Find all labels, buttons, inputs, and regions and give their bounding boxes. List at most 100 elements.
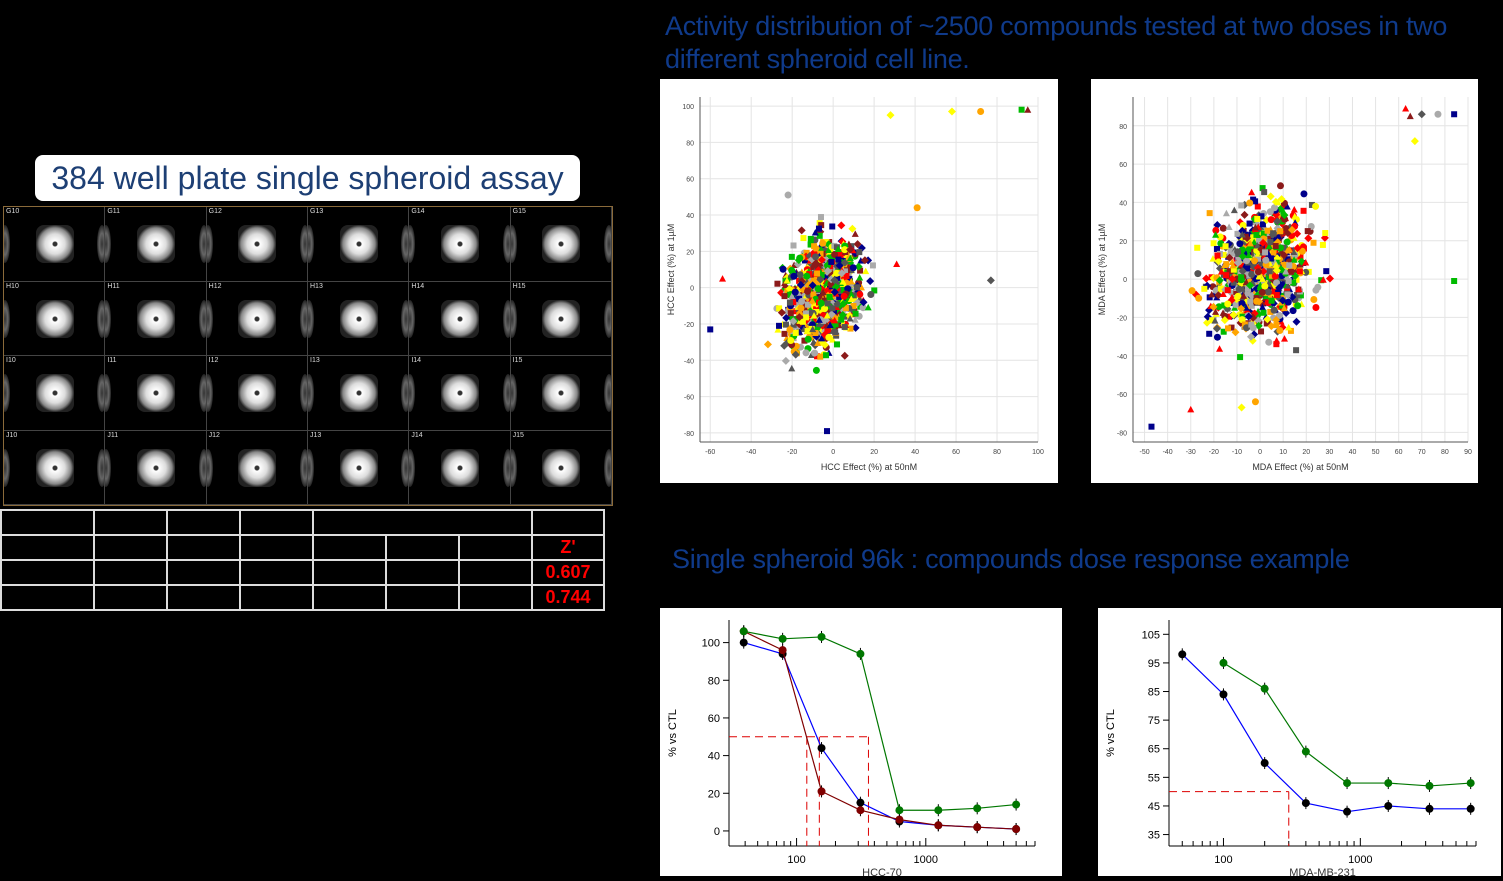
well: G12 [206, 207, 308, 282]
svg-text:1000: 1000 [914, 854, 938, 866]
svg-text:80: 80 [1441, 449, 1449, 456]
svg-text:% vs CTL: % vs CTL [667, 709, 679, 757]
svg-text:50: 50 [1372, 449, 1380, 456]
well: G11 [105, 207, 207, 282]
z-prime-value: 0.607 [531, 559, 605, 586]
svg-text:MDA Effect (%) at 1µM: MDA Effect (%) at 1µM [1097, 224, 1107, 316]
svg-text:0: 0 [1258, 449, 1262, 456]
svg-text:20: 20 [708, 788, 720, 800]
svg-text:35: 35 [1148, 830, 1160, 842]
well-label: G10 [6, 208, 20, 215]
svg-text:20: 20 [1119, 239, 1127, 246]
svg-text:40: 40 [708, 751, 720, 763]
hcc-scatter-chart: -60 -40 -20 0 20 40 60 80 100 -80 -60 -40 -20 0 20 40 60… [660, 79, 1058, 483]
svg-text:0: 0 [1123, 277, 1127, 284]
svg-text:MDA Effect (%) at 50nM: MDA Effect (%) at 50nM [1252, 462, 1348, 472]
svg-text:1000: 1000 [1348, 854, 1372, 866]
well-label: H11 [107, 282, 120, 290]
svg-text:40: 40 [1119, 200, 1127, 207]
svg-text:60: 60 [1395, 449, 1403, 456]
svg-text:-40: -40 [1117, 354, 1127, 361]
svg-text:80: 80 [686, 140, 694, 147]
svg-text:-60: -60 [684, 395, 694, 402]
svg-text:30: 30 [1325, 449, 1333, 456]
well: I12 [206, 356, 308, 431]
svg-text:65: 65 [1148, 744, 1160, 756]
well: J13 [308, 430, 410, 505]
well: H13 [308, 281, 410, 356]
well: I15 [510, 356, 612, 431]
well: H14 [409, 281, 511, 356]
well: J12 [206, 430, 308, 505]
well: I14 [409, 356, 511, 431]
svg-text:-40: -40 [684, 358, 694, 365]
svg-text:-40: -40 [1163, 449, 1173, 456]
svg-text:70: 70 [1418, 449, 1426, 456]
well: J10 [4, 430, 106, 505]
svg-text:75: 75 [1148, 715, 1160, 727]
svg-text:-20: -20 [684, 322, 694, 329]
well: I13 [308, 356, 410, 431]
well-label: I13 [310, 357, 320, 364]
z-prime-header: Z' [531, 534, 605, 561]
svg-text:-50: -50 [1139, 449, 1149, 456]
well-plate-image: G10 G11 G12 G13 G14 G15 H10 H11 H12 H13 H14 H15 I10 I… [3, 206, 613, 506]
well: H11 [105, 281, 207, 356]
svg-text:20: 20 [686, 249, 694, 256]
scatter-section-title: Activity distribution of ~2500 compounds… [665, 11, 1448, 74]
svg-text:60: 60 [708, 713, 720, 725]
svg-text:100: 100 [1032, 449, 1044, 456]
svg-text:100: 100 [682, 104, 694, 111]
svg-text:80: 80 [993, 449, 1001, 456]
well-label: G15 [512, 208, 526, 215]
svg-text:20: 20 [1302, 449, 1310, 456]
well-label: J11 [107, 431, 119, 439]
well-label: G14 [411, 208, 425, 215]
well: I10 [4, 356, 106, 431]
well: H15 [510, 281, 612, 356]
svg-text:80: 80 [1119, 124, 1127, 131]
well-label: H10 [6, 282, 19, 290]
svg-text:55: 55 [1148, 772, 1160, 784]
svg-text:-30: -30 [1186, 449, 1196, 456]
svg-text:-80: -80 [1117, 430, 1127, 437]
svg-text:-10: -10 [1232, 449, 1242, 456]
svg-text:-40: -40 [746, 449, 756, 456]
well-label: I15 [512, 357, 523, 364]
well-label: G11 [107, 208, 121, 215]
well-label: G13 [310, 208, 324, 215]
svg-text:80: 80 [708, 675, 720, 687]
svg-text:% vs CTL: % vs CTL [1105, 709, 1117, 757]
svg-text:40: 40 [911, 449, 919, 456]
well: H12 [206, 281, 308, 356]
svg-text:85: 85 [1148, 687, 1160, 699]
well: J15 [510, 430, 612, 505]
svg-text:MDA-MB-231: MDA-MB-231 [1289, 867, 1356, 876]
svg-text:HCC Effect (%) at 1µM: HCC Effect (%) at 1µM [666, 224, 676, 316]
svg-text:100: 100 [1214, 854, 1232, 866]
well-label: J10 [6, 431, 18, 439]
well-label: I10 [6, 357, 16, 364]
well: G15 [510, 207, 612, 282]
well: I11 [105, 356, 207, 431]
svg-text:-60: -60 [1117, 392, 1127, 399]
svg-text:105: 105 [1142, 629, 1160, 641]
svg-text:40: 40 [1349, 449, 1357, 456]
svg-text:HCC-70: HCC-70 [862, 867, 902, 876]
well-label: G12 [208, 208, 222, 215]
mda-dose-response-chart: 35 45 55 65 75 85 95 105 100 1000 MDA-MB-231 % vs C… [1098, 608, 1501, 879]
svg-text:45: 45 [1148, 801, 1160, 813]
svg-text:0: 0 [714, 826, 720, 838]
well-label: H13 [310, 282, 323, 290]
well-label: J12 [208, 431, 220, 439]
svg-text:95: 95 [1148, 658, 1160, 670]
well-label: H15 [512, 282, 526, 290]
svg-text:0: 0 [831, 449, 835, 456]
plate-title: 384 well plate single spheroid assay [35, 155, 580, 201]
dose-response-title: Single spheroid 96k : compounds dose res… [672, 544, 1350, 574]
svg-text:100: 100 [702, 638, 720, 650]
well: G13 [308, 207, 410, 282]
well-label: I12 [208, 357, 219, 364]
well-label: H14 [411, 282, 425, 290]
svg-text:60: 60 [1119, 162, 1127, 169]
